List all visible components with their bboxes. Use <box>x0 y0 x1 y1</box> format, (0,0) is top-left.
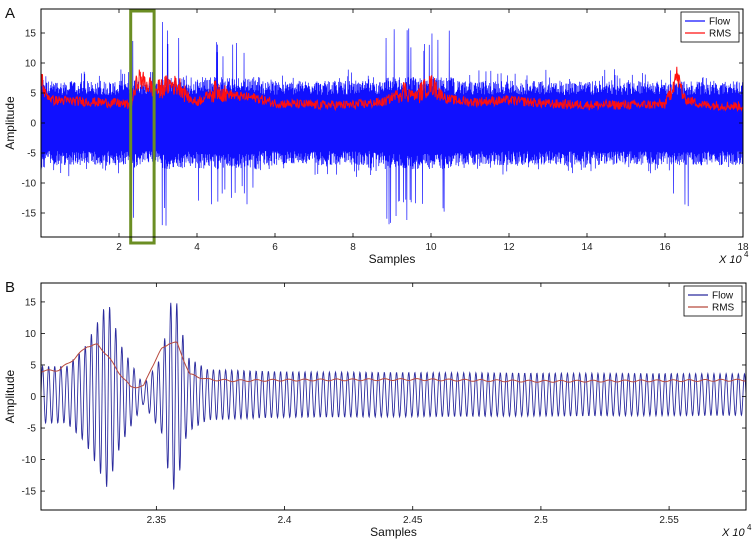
x-tick-label: 2.4 <box>278 515 292 526</box>
x-tick-label: 2.35 <box>147 515 167 526</box>
flow-series-b <box>41 302 746 490</box>
rms-series-b <box>41 341 746 389</box>
x-tick-label: 16 <box>659 242 671 253</box>
x-tick-label: 2.55 <box>659 515 679 526</box>
y-axis-label: Amplitude <box>3 96 17 150</box>
x-tick-label: 6 <box>272 242 278 253</box>
y-tick-label: -10 <box>22 179 37 190</box>
flow-series-a <box>41 22 743 226</box>
x-tick-label: 12 <box>503 242 515 253</box>
x-tick-label: 2 <box>116 242 122 253</box>
legend-entry-rms: RMS <box>712 303 735 314</box>
y-tick-label: -5 <box>27 424 36 435</box>
y-tick-label: 10 <box>25 329 37 340</box>
panel-label-a: A <box>5 5 15 22</box>
legend-box <box>680 11 740 43</box>
y-tick-label: 15 <box>25 297 37 308</box>
y-tick-label: -15 <box>22 209 37 220</box>
rms-series-a <box>41 66 743 113</box>
x-tick-label: 14 <box>581 242 593 253</box>
y-tick-label: -15 <box>22 487 37 498</box>
y-tick-label: 0 <box>30 119 36 130</box>
y-tick-label: 15 <box>25 29 37 40</box>
x-multiplier-exponent: 4 <box>744 250 749 259</box>
legend-box <box>683 285 743 317</box>
panel-b: -15 -10 -5 0 5 10 15 2.35 2.4 2.45 2.5 2.55 Samples A… <box>3 279 752 539</box>
x-multiplier-exponent: 4 <box>747 523 752 532</box>
y-tick-label: 0 <box>30 392 36 403</box>
x-multiplier: X 10 <box>721 527 746 539</box>
x-tick-label: 2.45 <box>403 515 423 526</box>
y-axis-label: Amplitude <box>3 370 17 424</box>
y-tick-label: -5 <box>27 149 36 160</box>
y-tick-label: 5 <box>30 360 36 371</box>
plot-b-series <box>41 302 746 490</box>
y-tick-label: 10 <box>25 59 37 70</box>
plot-area <box>41 283 746 510</box>
panel-label-b: B <box>5 279 15 296</box>
legend-entry-flow: Flow <box>712 291 734 302</box>
x-axis-label: Samples <box>369 252 416 266</box>
x-tick-label: 2.5 <box>534 515 548 526</box>
legend-entry-rms: RMS <box>709 29 732 40</box>
panel-a: -15 -10 -5 0 5 10 15 2 4 6 8 10 12 14 16 18 Samples Ampli… <box>3 5 749 266</box>
plot-a-series <box>41 22 743 226</box>
y-tick-label: -10 <box>22 455 37 466</box>
x-tick-label: 8 <box>350 242 356 253</box>
highlight-box <box>129 9 156 245</box>
legend-entry-flow: Flow <box>709 17 731 28</box>
x-tick-label: 10 <box>425 242 437 253</box>
x-tick-label: 4 <box>194 242 200 253</box>
x-tick-label: 18 <box>737 242 749 253</box>
x-multiplier: X 10 <box>718 254 743 266</box>
y-tick-label: 5 <box>30 89 36 100</box>
x-axis-label: Samples <box>370 525 417 539</box>
